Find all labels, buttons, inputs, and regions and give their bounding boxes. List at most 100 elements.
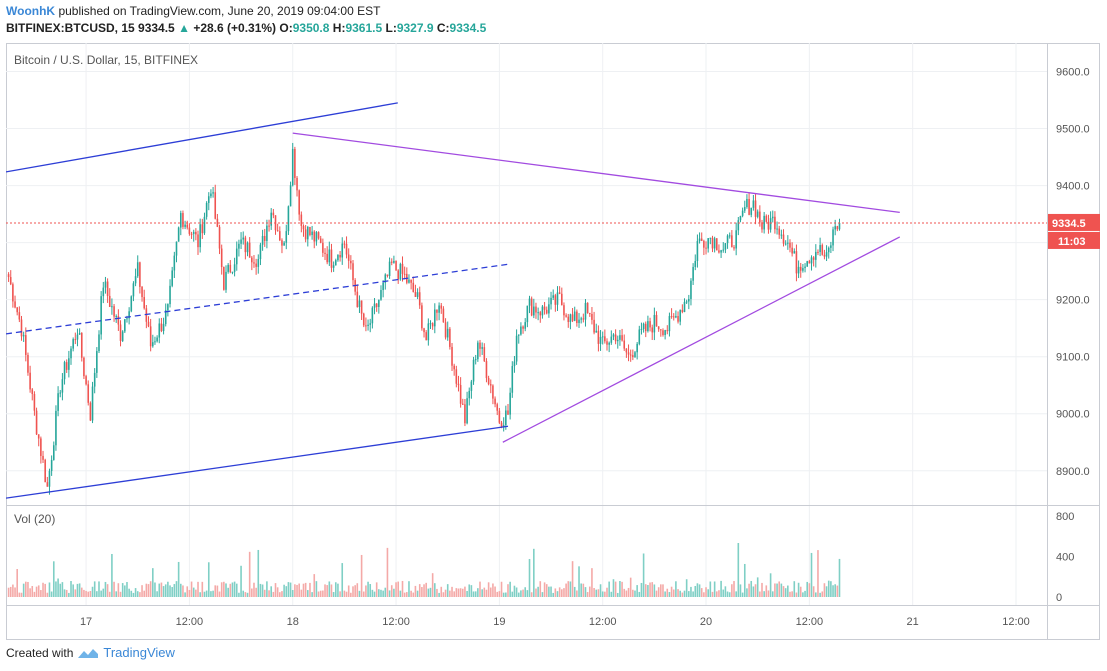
candle-body: [528, 298, 531, 306]
volume-bar: [578, 566, 580, 597]
candle-body: [440, 305, 443, 309]
candle-body: [147, 321, 150, 327]
candle-body: [688, 298, 690, 302]
volume-bar: [692, 591, 694, 597]
volume-bar: [739, 584, 742, 597]
volume-bar: [300, 589, 303, 597]
volume-bar: [257, 549, 260, 597]
time-axis[interactable]: 17 12:00 18 12:00 19 12:00 20 12:00 21 12:00: [80, 616, 1030, 628]
candle-body: [464, 404, 466, 424]
volume-bar: [218, 591, 221, 597]
volume-bar: [188, 589, 191, 597]
candle-body: [233, 264, 236, 272]
volume-bar: [791, 591, 793, 597]
volume-bar: [225, 583, 227, 597]
candle-body: [40, 438, 42, 456]
candle-body: [167, 304, 169, 311]
price-chart[interactable]: 9600.09500.09400.09300.09200.09100.09000…: [5, 43, 1100, 640]
volume-bar: [554, 588, 557, 597]
trendline-blue-solid: [5, 425, 509, 499]
volume-bar: [464, 586, 466, 597]
volume-bar: [324, 584, 326, 597]
volume-bar: [530, 592, 533, 597]
candle-body: [425, 332, 427, 341]
volume-bar: [37, 585, 40, 597]
candle-body: [683, 301, 686, 313]
volume-bar: [68, 592, 70, 597]
candle-body: [399, 263, 402, 280]
author-name[interactable]: WoonhK: [6, 4, 56, 18]
volume-bar: [182, 585, 184, 597]
candle-body: [640, 328, 643, 330]
candle-body: [35, 410, 38, 435]
volume-bar: [403, 592, 406, 597]
volume-bar: [743, 563, 746, 597]
volume-bar: [601, 591, 604, 597]
trendline-purple-solid: [502, 236, 901, 443]
candle-body: [563, 305, 565, 316]
candle-body: [530, 298, 533, 316]
volume-bar: [298, 583, 300, 597]
volume-bar: [815, 592, 817, 597]
chart-container[interactable]: 9600.09500.09400.09300.09200.09100.09000…: [5, 43, 1100, 640]
candle-body: [70, 348, 72, 359]
volume-bar: [479, 581, 481, 597]
trendlines[interactable]: [5, 102, 901, 499]
candle-body: [517, 334, 520, 336]
candle-body: [808, 261, 811, 264]
volume-bar: [468, 584, 471, 597]
volume-bar: [416, 590, 419, 597]
volume-bar: [386, 547, 389, 597]
time-tick-label: 18: [287, 616, 299, 628]
tradingview-brand[interactable]: TradingView: [103, 645, 175, 660]
candle-body: [619, 335, 621, 340]
candle-body: [309, 226, 311, 236]
volume-bar: [259, 583, 262, 597]
volume-tick-label: 800: [1056, 511, 1074, 523]
candle-body: [825, 252, 828, 257]
candle-body: [741, 210, 744, 216]
candle-body: [7, 274, 10, 278]
candle-body: [179, 213, 182, 228]
tradingview-logo-icon[interactable]: [77, 646, 99, 660]
time-tick-label: 12:00: [176, 616, 204, 628]
volume-bar: [143, 590, 145, 597]
volume-bar: [500, 581, 503, 597]
candle-body: [89, 402, 92, 421]
price-axis[interactable]: 9600.09500.09400.09300.09200.09100.09000…: [1056, 67, 1090, 478]
candle-body: [414, 292, 417, 297]
volume-bar: [132, 592, 135, 597]
candle-body: [649, 321, 651, 328]
volume-bar: [102, 588, 105, 597]
volume-bar: [311, 592, 313, 597]
volume-bar: [418, 584, 421, 597]
candle-body: [171, 270, 173, 286]
candle-body: [240, 239, 242, 244]
candle-body: [558, 292, 561, 294]
candle-body: [793, 251, 796, 254]
candle-body: [143, 297, 145, 309]
candle-body: [315, 232, 318, 242]
symbol-name[interactable]: BITFINEX:BTCUSD, 15: [6, 21, 135, 35]
volume-bar: [270, 586, 273, 597]
volume-bar: [571, 561, 574, 597]
candle-body: [573, 311, 576, 321]
candle-body: [358, 300, 361, 308]
volume-bar: [162, 586, 165, 597]
volume-bar: [390, 585, 393, 597]
volume-bar: [612, 579, 615, 597]
candle-body: [188, 227, 191, 234]
candle-body: [31, 389, 34, 395]
candle-body: [709, 237, 712, 239]
volume-bar: [373, 591, 376, 597]
candle-body: [375, 303, 378, 308]
volume-bar: [117, 583, 120, 597]
volume-bar: [655, 590, 658, 597]
volume-bar: [356, 583, 359, 597]
candle-body: [660, 329, 662, 331]
volume-bar: [806, 581, 808, 597]
candle-body: [642, 323, 645, 329]
volume-bar: [657, 587, 660, 597]
candle-body: [380, 290, 382, 300]
candle-body: [685, 301, 688, 303]
